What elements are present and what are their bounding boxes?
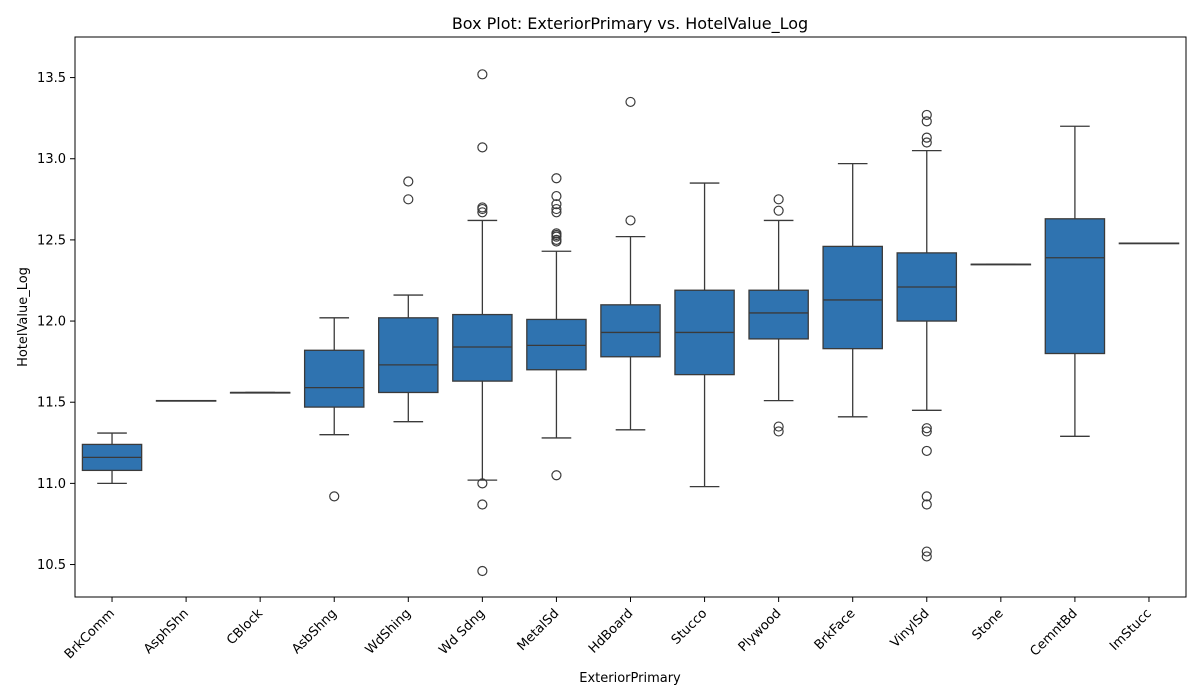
box-Stucco [674, 182, 735, 488]
outlier-point [403, 194, 414, 205]
outlier-point [477, 142, 488, 153]
outlier-point [477, 69, 488, 80]
x-tick-label: Stone [970, 606, 1007, 643]
outlier-point [773, 421, 784, 432]
outlier-point [477, 478, 488, 489]
outlier-point [625, 96, 636, 108]
box-iqr [1044, 218, 1106, 355]
box-VinylSd [896, 109, 958, 562]
box-MetalSd [526, 173, 587, 481]
outlier-point [921, 551, 932, 562]
box-BrkFace [822, 162, 883, 418]
y-tick-label: 12.5 [37, 233, 66, 248]
box-Wd Sdng [452, 69, 513, 577]
x-tick-label: BrkComm [62, 606, 118, 662]
outlier-point [551, 173, 562, 184]
outlier-point [403, 176, 414, 187]
box-AsbShng [303, 317, 365, 502]
box-HdBoard [600, 96, 661, 431]
outlier-point [773, 426, 784, 437]
box-Plywood [748, 194, 809, 437]
x-tick-label: ImStucc [1107, 606, 1155, 654]
outlier-point [773, 194, 784, 205]
box-CemntBd [1044, 125, 1106, 437]
x-tick-label: VinylSd [888, 606, 933, 651]
outlier-point [625, 215, 636, 226]
outlier-point [921, 137, 932, 148]
x-tick-label: CemntBd [1028, 606, 1081, 659]
y-tick-label: 11.0 [37, 477, 66, 492]
y-tick-label: 11.5 [37, 396, 66, 411]
plot-frame [74, 36, 1187, 598]
x-tick-label: AsbShng [289, 606, 340, 657]
outlier-point [551, 228, 562, 239]
outlier-point [551, 207, 562, 218]
outlier-point [551, 234, 562, 245]
y-tick-label: 10.5 [37, 558, 66, 573]
box-iqr [526, 318, 587, 371]
box-iqr [600, 304, 661, 358]
outlier-point [921, 132, 932, 143]
x-tick-label: AsphShn [141, 606, 192, 657]
outlier-point [551, 199, 562, 210]
x-tick-label: BrkFace [812, 606, 859, 653]
outlier-point [921, 445, 932, 457]
outlier-point [921, 491, 932, 502]
outlier-point [921, 426, 932, 437]
outlier-point [329, 491, 340, 502]
box-iqr [748, 289, 809, 340]
box-ImStucc [1118, 242, 1180, 245]
y-tick-label: 12.0 [37, 315, 66, 330]
y-axis-label: HotelValue_Log [16, 267, 31, 367]
outlier-point [551, 203, 562, 215]
x-tick-label: MetalSd [515, 606, 563, 654]
y-tick-label: 13.0 [37, 152, 66, 167]
outlier-point [921, 423, 932, 434]
outlier-point [477, 207, 488, 218]
box-CBlock [229, 391, 291, 394]
box-BrkComm [81, 432, 143, 485]
x-tick-label: Wd Sdng [436, 606, 488, 658]
outlier-point [773, 205, 784, 216]
x-tick-label: HdBoard [586, 606, 636, 656]
x-tick-label: CBlock [224, 606, 266, 648]
box-WdShing [378, 176, 439, 423]
box-iqr [822, 245, 883, 350]
outlier-point [921, 546, 932, 557]
y-tick-label: 13.5 [37, 71, 66, 86]
outlier-point [921, 499, 932, 510]
x-tick-label: WdShing [363, 606, 414, 657]
x-tick-label: Stucco [669, 606, 711, 648]
x-axis-label: ExteriorPrimary [579, 671, 681, 686]
outlier-point [551, 470, 562, 481]
outlier-point [921, 116, 932, 127]
outlier-point [477, 565, 488, 577]
outlier-point [921, 109, 932, 121]
box-Stone [970, 263, 1032, 266]
x-tick-label: Plywood [736, 606, 785, 655]
outlier-point [551, 190, 562, 202]
chart-title: Box Plot: ExteriorPrimary vs. HotelValue… [452, 14, 808, 34]
box-iqr [452, 313, 513, 382]
box-iqr [303, 349, 365, 408]
outlier-point [477, 202, 488, 213]
outlier-point [477, 499, 488, 510]
box-AsphShn [155, 399, 217, 402]
plot-area: 10.5 11.0 11.5 12.0 12.5 13.0 13.5 BrkComm AsphS… [37, 69, 1180, 662]
box-iqr [378, 317, 439, 394]
